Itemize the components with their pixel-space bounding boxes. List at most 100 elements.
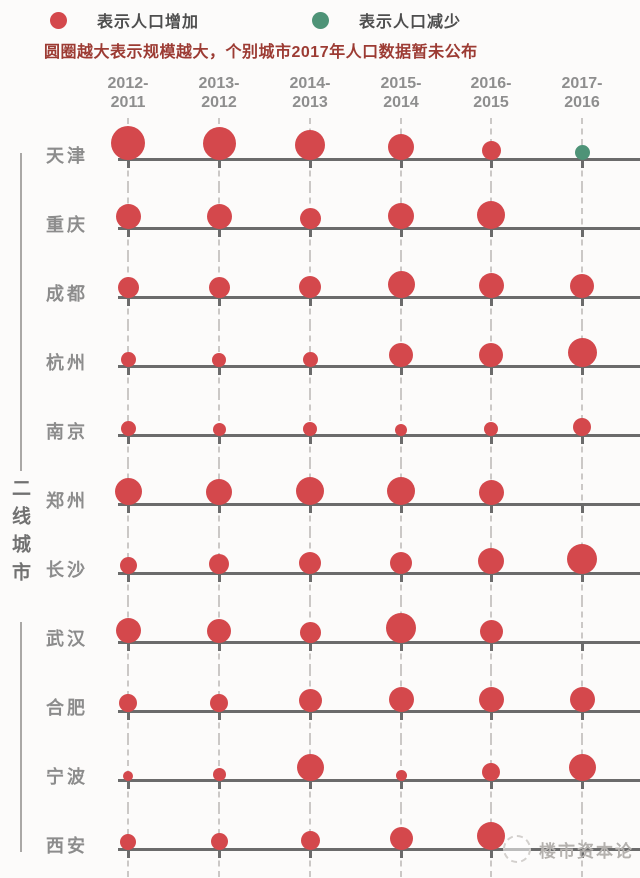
population-bubble-increase xyxy=(477,201,505,229)
axis-tick xyxy=(580,158,584,168)
city-row: 宁波 xyxy=(0,739,640,808)
axis-tick xyxy=(399,710,403,720)
population-bubble-increase xyxy=(481,141,501,160)
axis-tick xyxy=(489,503,493,513)
axis-tick xyxy=(126,365,130,375)
population-bubble-increase xyxy=(208,277,230,298)
axis-tick xyxy=(217,365,221,375)
legend-item-decrease: 表示人口减少 xyxy=(312,8,461,32)
population-bubble-increase xyxy=(477,822,505,850)
population-bubble-increase xyxy=(207,619,231,643)
axis-tick xyxy=(399,572,403,582)
population-bubble-increase xyxy=(388,203,414,229)
row-axis-line xyxy=(118,848,640,851)
column-header-line: 2013- xyxy=(198,75,240,92)
axis-tick xyxy=(489,572,493,582)
guide-dashed-line xyxy=(581,808,583,877)
axis-tick xyxy=(399,848,403,858)
population-bubble-increase xyxy=(479,620,503,643)
increase-dot-icon xyxy=(50,11,67,29)
axis-tick xyxy=(126,503,130,513)
population-bubble-increase xyxy=(395,770,407,781)
population-bubble-increase xyxy=(389,827,413,850)
population-bubble-increase xyxy=(478,548,504,574)
column-header-line: 2014 xyxy=(383,94,419,111)
population-bubble-increase xyxy=(123,771,133,781)
population-bubble-increase xyxy=(111,126,145,160)
axis-tick xyxy=(308,158,312,168)
axis-tick xyxy=(308,503,312,513)
population-bubble-decrease xyxy=(574,145,590,160)
axis-tick xyxy=(308,641,312,651)
column-header-line: 2011 xyxy=(110,94,146,111)
column-header-line: 2012- xyxy=(107,75,149,92)
row-axis-line xyxy=(118,227,640,230)
population-bubble-increase xyxy=(115,204,141,229)
axis-tick xyxy=(489,158,493,168)
population-bubble-increase xyxy=(210,694,228,712)
city-label: 天津 xyxy=(46,146,88,166)
axis-tick xyxy=(489,779,493,789)
column-header: 2015- 2014 xyxy=(356,74,446,112)
axis-tick xyxy=(217,641,221,651)
axis-tick xyxy=(126,227,130,237)
city-row: 长沙 xyxy=(0,532,640,601)
population-bubble-increase xyxy=(567,338,597,367)
population-bubble-increase xyxy=(300,831,320,850)
axis-tick xyxy=(489,848,493,858)
guide-dashed-line xyxy=(581,463,583,532)
column-header: 2014- 2013 xyxy=(265,74,355,112)
column-header: 2016- 2015 xyxy=(446,74,536,112)
group-bracket-upper xyxy=(20,153,22,471)
axis-tick xyxy=(126,641,130,651)
axis-tick xyxy=(580,572,584,582)
axis-tick xyxy=(399,365,403,375)
population-bubble-increase xyxy=(212,768,226,781)
chart-note: 圆圈越大表示规模越大，个别城市2017年人口数据暂未公布 xyxy=(44,44,478,61)
axis-tick xyxy=(126,710,130,720)
bubble-chart: 天津 重庆 成都 杭州 南京 郑州 长沙 武汉 合肥 宁波 西安 xyxy=(0,118,640,877)
population-bubble-increase xyxy=(119,557,137,574)
axis-tick xyxy=(308,365,312,375)
axis-tick xyxy=(580,848,584,858)
watermark-text: 楼市资本论 xyxy=(539,841,634,861)
city-row: 西安 xyxy=(0,808,640,877)
population-bubble-increase xyxy=(202,127,236,160)
population-bubble-increase xyxy=(478,480,504,505)
axis-tick xyxy=(399,503,403,513)
axis-tick xyxy=(580,503,584,513)
axis-tick xyxy=(580,434,584,444)
axis-tick xyxy=(217,710,221,720)
population-bubble-increase xyxy=(482,763,500,781)
axis-tick xyxy=(308,848,312,858)
population-bubble-increase xyxy=(390,552,412,574)
axis-tick xyxy=(126,158,130,168)
population-bubble-increase xyxy=(478,687,504,712)
population-bubble-increase xyxy=(206,204,232,229)
row-axis-line xyxy=(118,503,640,506)
city-row: 郑州 xyxy=(0,463,640,532)
population-bubble-increase xyxy=(296,477,324,505)
axis-tick xyxy=(126,572,130,582)
axis-tick xyxy=(126,296,130,306)
group-label: 二线城市 xyxy=(9,478,30,590)
population-bubble-increase xyxy=(302,352,318,367)
city-label: 武汉 xyxy=(46,629,88,649)
population-bubble-increase xyxy=(206,479,232,505)
column-header: 2013- 2012 xyxy=(174,74,264,112)
axis-tick xyxy=(217,572,221,582)
row-axis-line xyxy=(118,158,640,161)
axis-tick xyxy=(489,434,493,444)
axis-tick xyxy=(217,503,221,513)
axis-tick xyxy=(126,848,130,858)
axis-tick xyxy=(399,227,403,237)
city-row: 南京 xyxy=(0,394,640,463)
legend-label-decrease: 表示人口减少 xyxy=(359,14,462,31)
city-label: 合肥 xyxy=(46,698,88,718)
axis-tick xyxy=(399,641,403,651)
population-bubble-increase xyxy=(299,552,321,574)
population-bubble-increase xyxy=(573,418,591,436)
city-label: 郑州 xyxy=(46,491,88,511)
population-bubble-increase xyxy=(479,343,503,367)
